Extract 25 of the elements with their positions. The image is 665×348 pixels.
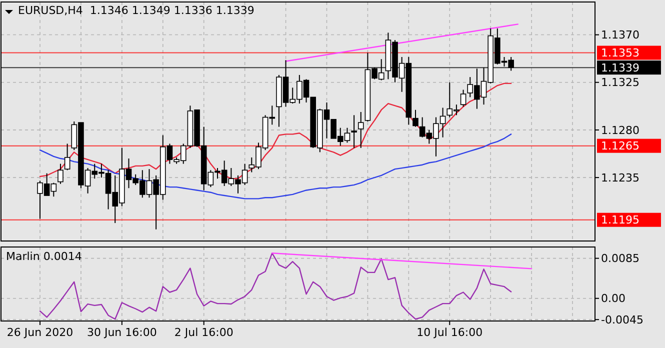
y-tick-label: 1.1235 (601, 171, 640, 184)
chart-title: EURUSD,H4 1.1346 1.1349 1.1336 1.1339 (18, 4, 254, 17)
x-tick-label: 30 Jun 16:00 (86, 326, 157, 339)
x-tick-label: 2 Jul 16:00 (174, 326, 234, 339)
candlestick (64, 143, 70, 171)
ref-line-label: 1.1265 (601, 140, 640, 153)
y-tick-label: 0.00 (601, 292, 626, 306)
candlestick (358, 111, 364, 148)
ref-line-label: 1.1339 (601, 61, 640, 74)
y-tick-label: 1.1280 (601, 124, 640, 137)
y-tick-label: 1.1325 (601, 76, 640, 90)
y-tick-label: -0.0045 (601, 313, 644, 326)
candlestick (412, 109, 418, 128)
y-tick-label: 0.0085 (601, 252, 640, 266)
ref-line-label: 1.1353 (601, 46, 640, 60)
ref-line-label: 1.1195 (601, 214, 640, 227)
chart-title: Marlin 0.0014 (6, 250, 82, 263)
candlestick (58, 163, 64, 184)
candlestick (460, 89, 466, 108)
line-series (39, 134, 512, 200)
candlestick (351, 114, 357, 148)
x-tick-label: 26 Jun 2020 (6, 326, 74, 339)
y-tick-label: 1.1370 (601, 28, 640, 42)
line-series (39, 252, 512, 320)
x-tick-label: 10 Jul 16:00 (416, 326, 483, 339)
